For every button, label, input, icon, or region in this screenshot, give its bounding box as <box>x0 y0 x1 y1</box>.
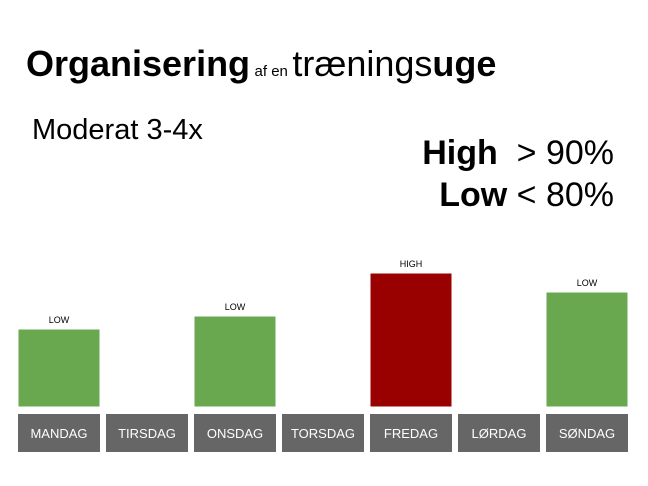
bars-layer: LOW LOW HIGH LOW <box>17 259 629 408</box>
day-label-box-fredag <box>370 414 452 452</box>
title-part-af-en: af en <box>254 63 288 80</box>
bar-mandag <box>17 328 101 408</box>
day-label-box-loerdag <box>458 414 540 452</box>
bar-label-soendag: LOW <box>577 278 598 288</box>
title-part-traenings: trænings <box>292 43 433 84</box>
day-label-soendag: SØNDAG <box>559 426 615 441</box>
bar-label-mandag: LOW <box>49 315 70 325</box>
legend-high-row: High > 90% <box>422 136 614 178</box>
day-label-torsdag: TORSDAG <box>291 426 355 441</box>
day-label-box-onsdag <box>194 414 276 452</box>
day-labels-layer: MANDAG TIRSDAG ONSDAG TORSDAG FREDAG LØRDAG SØ… <box>18 414 628 452</box>
subtitle: Moderat 3-4x <box>32 114 203 146</box>
title-part-uge: uge <box>432 43 497 84</box>
day-label-fredag: FREDAG <box>384 426 438 441</box>
day-label-box-torsdag <box>282 414 364 452</box>
day-label-loerdag: LØRDAG <box>472 426 527 441</box>
intensity-legend: High > 90% Low < 80% <box>422 136 614 220</box>
legend-low-value: < 80% <box>516 176 614 214</box>
legend-low-row: Low < 80% <box>422 178 614 220</box>
day-label-mandag: MANDAG <box>30 426 87 441</box>
bar-label-fredag: HIGH <box>400 259 423 269</box>
day-label-tirsdag: TIRSDAG <box>118 426 176 441</box>
legend-high-value: > 90% <box>516 134 614 172</box>
day-label-onsdag: ONSDAG <box>207 426 263 441</box>
bar-onsdag <box>193 315 277 408</box>
bar-soendag <box>545 291 629 408</box>
day-label-box-soendag <box>546 414 628 452</box>
page-title: Organisering af en træningsuge <box>26 46 496 82</box>
bar-fredag <box>369 272 453 408</box>
title-part-organisering: Organisering <box>26 43 251 84</box>
day-label-box-tirsdag <box>106 414 188 452</box>
bar-label-onsdag: LOW <box>225 302 246 312</box>
day-label-box-mandag <box>18 414 100 452</box>
legend-high-label: High <box>422 134 498 172</box>
legend-low-label: Low <box>439 176 508 214</box>
